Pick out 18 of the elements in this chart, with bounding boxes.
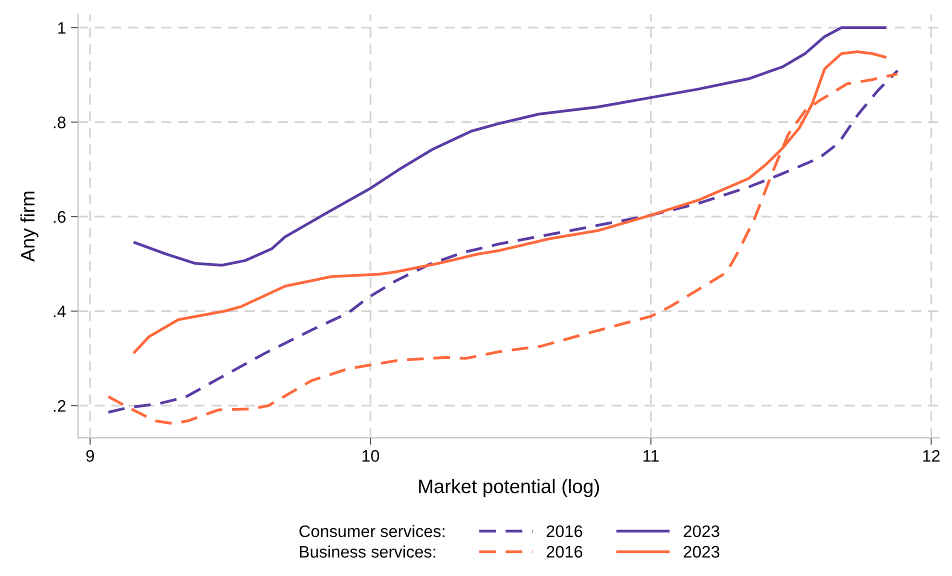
y-axis-title: Any firm — [20, 192, 38, 262]
legend-label: 2016 — [546, 525, 582, 538]
text: Business services: — [300, 545, 436, 558]
text: Consumer services: — [299, 524, 444, 538]
x-tick-label: 12 — [923, 450, 940, 462]
line-series — [132, 26, 888, 267]
x-tick-label: 9 — [86, 450, 94, 462]
y-tick-label: .8 — [54, 116, 66, 128]
x-tick-label: 11 — [643, 450, 659, 462]
legend-label: 2016 — [546, 546, 582, 558]
legend-label: 2023 — [684, 525, 720, 538]
y-tick-label: .4 — [54, 306, 66, 318]
y-tick-label: .2 — [54, 400, 66, 412]
y-tick-label: .6 — [54, 211, 66, 223]
x-tick-label: 10 — [362, 450, 380, 462]
y-tick-label: 1 — [58, 22, 66, 34]
x-axis-title: Market potential (log) — [419, 478, 599, 498]
legend-label: 2023 — [684, 546, 720, 558]
